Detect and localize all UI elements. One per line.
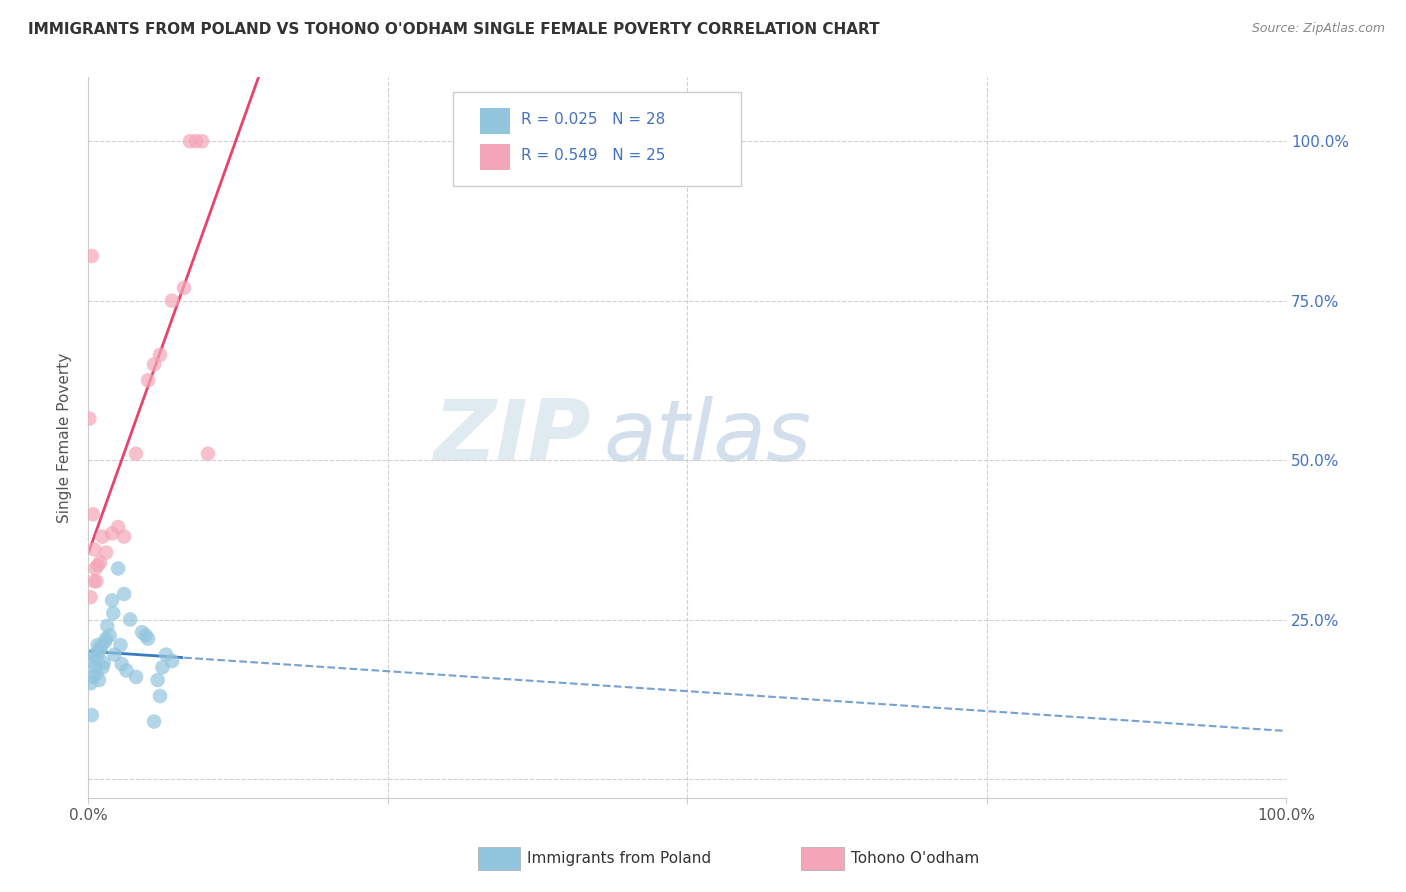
- Point: [98, 628, 121, 642]
- Point: [83, 542, 105, 557]
- Point: [125, 670, 148, 684]
- Point: [155, 648, 177, 662]
- FancyBboxPatch shape: [479, 144, 510, 169]
- Point: [107, 561, 129, 575]
- Text: IMMIGRANTS FROM POLAND VS TOHONO O'ODHAM SINGLE FEMALE POVERTY CORRELATION CHART: IMMIGRANTS FROM POLAND VS TOHONO O'ODHAM…: [28, 22, 880, 37]
- Point: [79, 590, 101, 604]
- Point: [87, 673, 110, 687]
- Text: ZIP: ZIP: [433, 396, 592, 479]
- Point: [87, 638, 110, 652]
- Point: [90, 640, 112, 654]
- Point: [115, 664, 138, 678]
- Point: [82, 670, 104, 684]
- Point: [83, 574, 105, 589]
- Point: [152, 660, 174, 674]
- Point: [110, 638, 132, 652]
- Point: [101, 526, 124, 541]
- Point: [87, 644, 110, 658]
- Point: [80, 654, 103, 668]
- Point: [184, 134, 207, 148]
- FancyBboxPatch shape: [479, 108, 510, 134]
- Y-axis label: Single Female Poverty: Single Female Poverty: [58, 352, 72, 523]
- Point: [103, 648, 125, 662]
- Point: [191, 134, 214, 148]
- Point: [149, 689, 172, 703]
- Point: [197, 447, 219, 461]
- Point: [107, 520, 129, 534]
- Point: [103, 606, 125, 620]
- FancyBboxPatch shape: [454, 92, 741, 186]
- Point: [111, 657, 134, 672]
- Text: Immigrants from Poland: Immigrants from Poland: [527, 852, 711, 866]
- Point: [80, 249, 103, 263]
- Text: R = 0.025   N = 28: R = 0.025 N = 28: [520, 112, 665, 127]
- Point: [89, 555, 111, 569]
- Point: [86, 650, 108, 665]
- Point: [160, 654, 183, 668]
- Point: [82, 508, 104, 522]
- Point: [86, 574, 108, 589]
- Point: [91, 660, 114, 674]
- Point: [173, 281, 195, 295]
- Text: Source: ZipAtlas.com: Source: ZipAtlas.com: [1251, 22, 1385, 36]
- Point: [101, 593, 124, 607]
- Point: [86, 666, 108, 681]
- Point: [131, 625, 153, 640]
- Point: [91, 530, 114, 544]
- Point: [125, 447, 148, 461]
- Point: [83, 648, 105, 662]
- Point: [84, 561, 107, 575]
- Point: [94, 545, 117, 559]
- Point: [93, 656, 115, 670]
- Point: [94, 632, 117, 646]
- Point: [143, 358, 166, 372]
- Point: [79, 676, 101, 690]
- Point: [136, 373, 159, 387]
- Point: [89, 641, 111, 656]
- Point: [179, 134, 201, 148]
- Text: R = 0.549   N = 25: R = 0.549 N = 25: [520, 148, 665, 162]
- Point: [112, 530, 135, 544]
- Point: [120, 613, 142, 627]
- Point: [94, 635, 117, 649]
- Point: [96, 619, 118, 633]
- Text: Tohono O'odham: Tohono O'odham: [851, 852, 979, 866]
- Point: [80, 708, 103, 723]
- Point: [87, 558, 110, 573]
- Point: [136, 632, 159, 646]
- Point: [149, 348, 172, 362]
- Point: [112, 587, 135, 601]
- Point: [143, 714, 166, 729]
- Point: [160, 293, 183, 308]
- Point: [146, 673, 169, 687]
- Point: [84, 660, 107, 674]
- Point: [135, 628, 157, 642]
- Text: atlas: atlas: [603, 396, 811, 479]
- Point: [79, 411, 101, 425]
